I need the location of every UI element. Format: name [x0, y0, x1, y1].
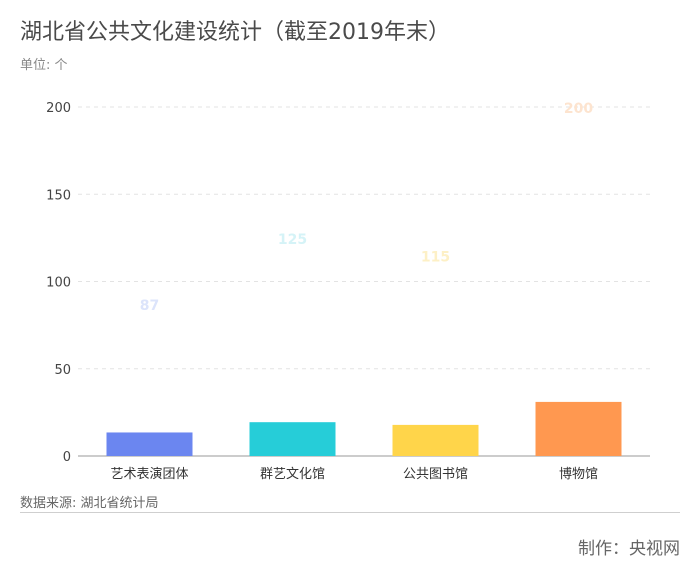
- bar-chart: 0 50 100 150 200 87 艺术表演团体 125 群艺文化馆 115 公共图书馆 200 博…: [46, 101, 650, 482]
- x-tick-label: 群艺文化馆: [260, 467, 325, 482]
- chart-title: 湖北省公共文化建设统计（截至2019年末）: [20, 20, 450, 45]
- x-tick-label: 艺术表演团体: [110, 466, 188, 482]
- bar: [535, 401, 622, 456]
- data-label: 87: [140, 298, 159, 314]
- y-tick-label: 100: [46, 276, 71, 291]
- y-tick-label: 150: [46, 188, 71, 203]
- data-label: 125: [278, 232, 307, 248]
- y-tick-label: 0: [63, 450, 71, 465]
- bar: [106, 432, 193, 456]
- bar: [249, 422, 336, 456]
- x-tick-label: 博物馆: [559, 467, 598, 482]
- unit-label: 单位: 个: [20, 58, 68, 73]
- x-tick-label: 公共图书馆: [403, 467, 468, 482]
- data-label: 115: [421, 249, 450, 265]
- y-tick-label: 50: [54, 363, 71, 378]
- data-source: 数据来源: 湖北省统计局: [20, 496, 159, 511]
- data-label: 200: [564, 101, 593, 117]
- y-tick-label: 200: [46, 101, 71, 116]
- bar: [392, 424, 479, 456]
- footer-divider: [20, 512, 680, 513]
- credit-text: 制作：央视网: [578, 539, 680, 559]
